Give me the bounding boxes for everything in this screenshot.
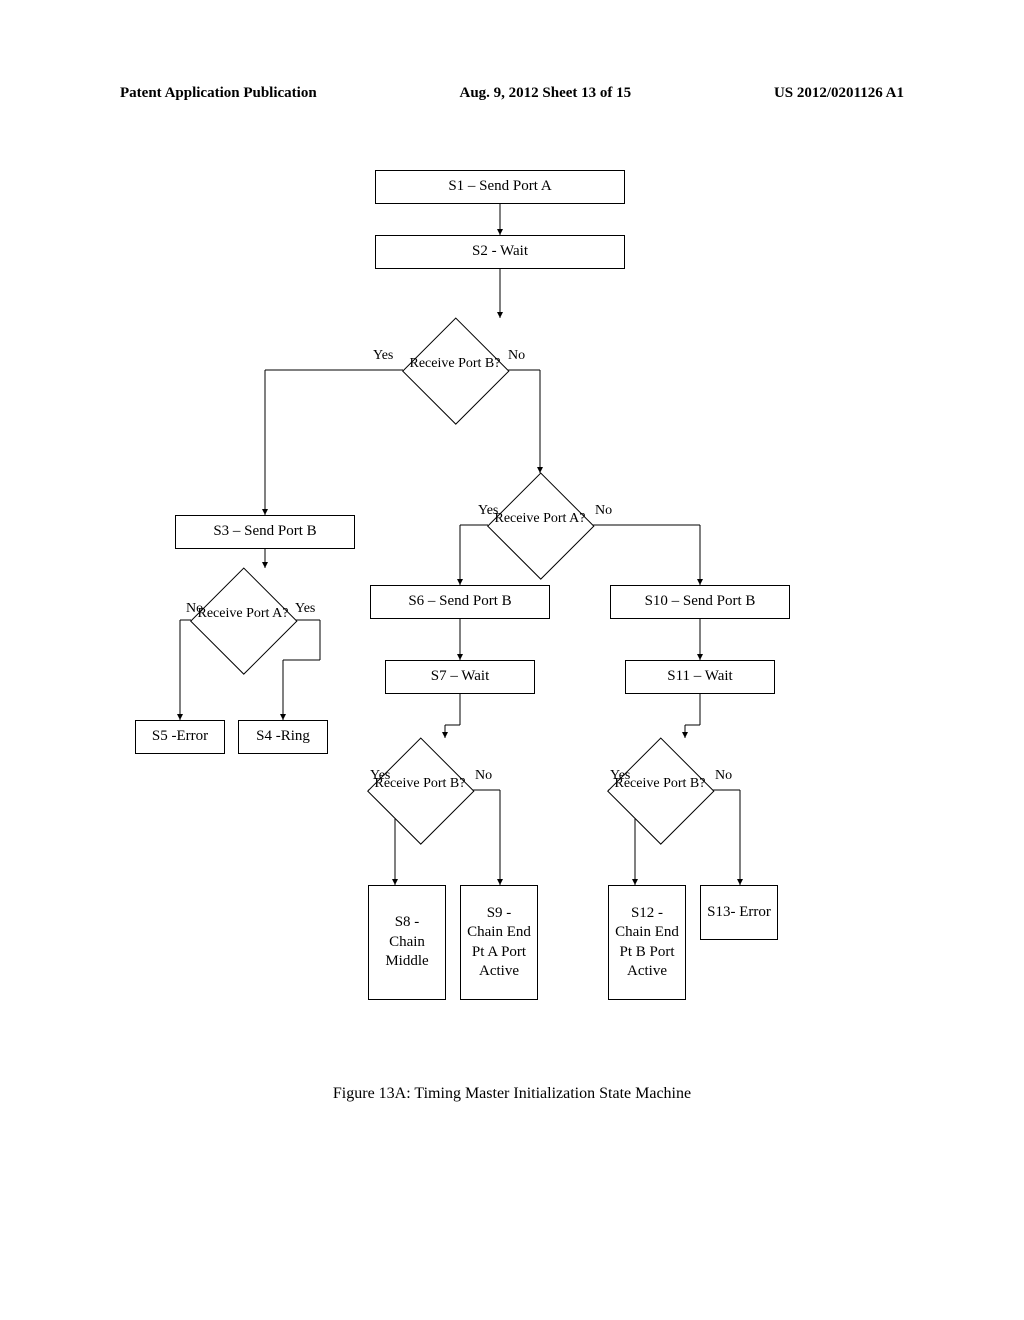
edge-label-d1-no: No (508, 348, 525, 364)
edge-label-d3-yes: Yes (478, 503, 498, 519)
edge-label-d4-no: No (475, 768, 492, 784)
page-header: Patent Application Publication Aug. 9, 2… (120, 85, 904, 102)
decision-d3-label: Receive Port A? (490, 511, 590, 526)
edge-label-d1-yes: Yes (373, 348, 393, 364)
state-s6: S6 – Send Port B (370, 585, 550, 619)
state-s5: S5 -Error (135, 720, 225, 754)
state-s4: S4 -Ring (238, 720, 328, 754)
edge-label-d2-no: No (186, 601, 203, 617)
flowchart-canvas: S1 – Send Port A S2 - Wait S3 – Send Por… (120, 165, 904, 1165)
state-s11: S11 – Wait (625, 660, 775, 694)
state-s7: S7 – Wait (385, 660, 535, 694)
state-s2: S2 - Wait (375, 235, 625, 269)
edge-label-d5-no: No (715, 768, 732, 784)
edge-label-d5-yes: Yes (610, 768, 630, 784)
decision-d2-label: Receive Port A? (193, 606, 293, 621)
edge-label-d4-yes: Yes (370, 768, 390, 784)
state-s3: S3 – Send Port B (175, 515, 355, 549)
header-mid: Aug. 9, 2012 Sheet 13 of 15 (459, 85, 631, 102)
state-s8: S8 - Chain Middle (368, 885, 446, 1000)
edge-label-d2-yes: Yes (295, 601, 315, 617)
state-s9: S9 - Chain End Pt A Port Active (460, 885, 538, 1000)
state-s13: S13- Error (700, 885, 778, 940)
decision-d1-label: Receive Port B? (405, 356, 505, 371)
edge-label-d3-no: No (595, 503, 612, 519)
header-left: Patent Application Publication (120, 85, 317, 102)
figure-caption: Figure 13A: Timing Master Initialization… (0, 1085, 1024, 1103)
state-s1: S1 – Send Port A (375, 170, 625, 204)
header-right: US 2012/0201126 A1 (774, 85, 904, 102)
state-s12: S12 - Chain End Pt B Port Active (608, 885, 686, 1000)
state-s10: S10 – Send Port B (610, 585, 790, 619)
